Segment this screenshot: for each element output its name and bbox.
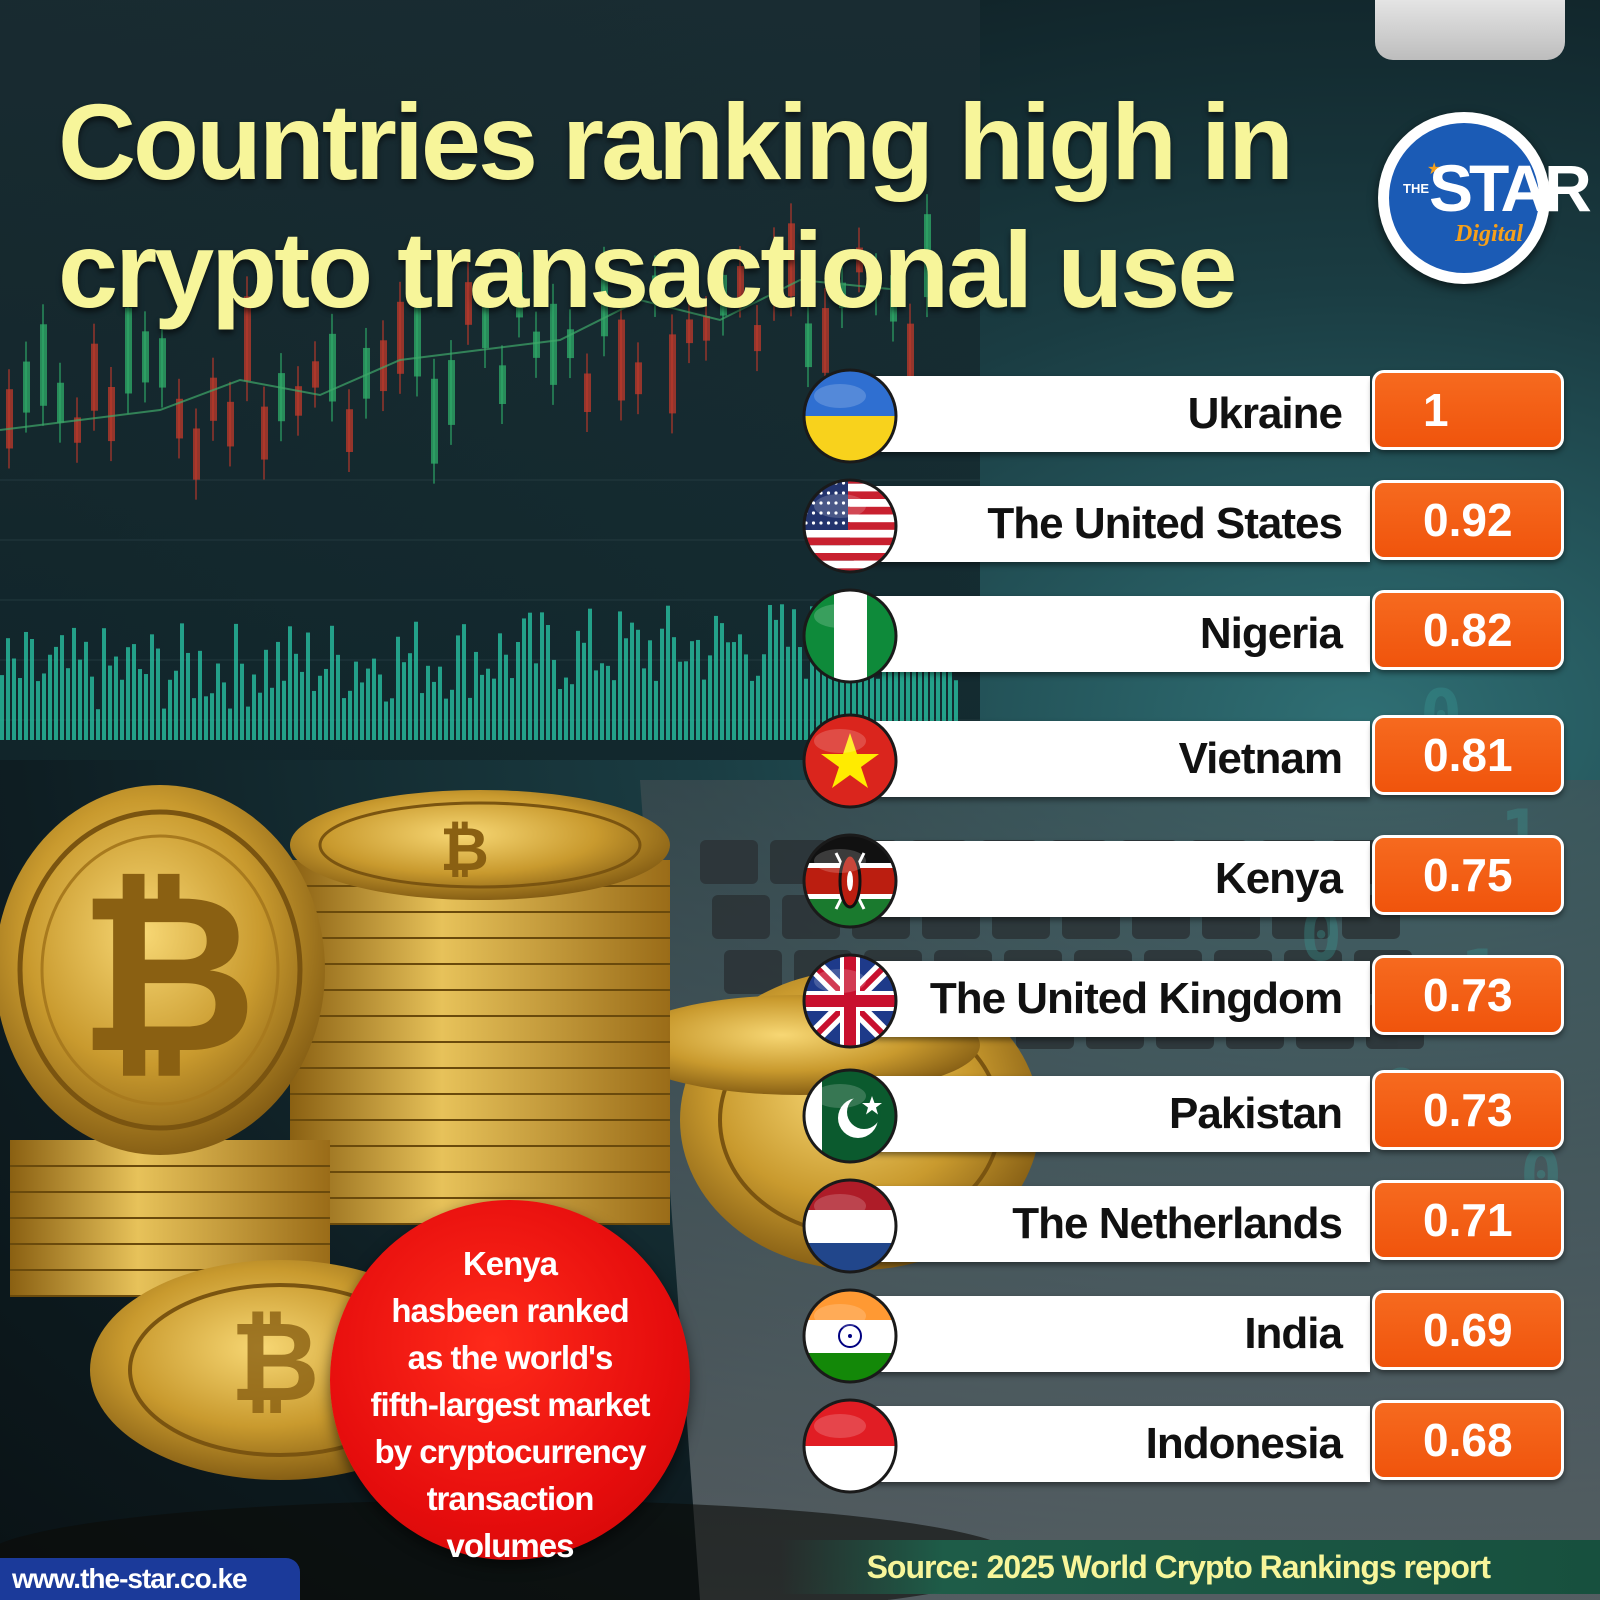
website-url: www.the-star.co.ke <box>12 1563 248 1594</box>
value-box: 0.81 <box>1372 715 1564 795</box>
row-background <box>850 1186 1370 1262</box>
row-background <box>850 486 1370 562</box>
uk-flag-icon <box>802 953 898 1049</box>
kenya-flag-icon <box>802 833 898 929</box>
note-line: volumes <box>446 1527 575 1564</box>
country-label: Pakistan <box>1169 1089 1343 1138</box>
value-box: 0.73 <box>1372 955 1564 1035</box>
india-flag-icon <box>802 1288 898 1384</box>
note-line: Kenya <box>462 1245 558 1282</box>
nigeria-flag-icon <box>802 588 898 684</box>
value-box: 0.82 <box>1372 590 1564 670</box>
netherlands-flag-icon <box>802 1178 898 1274</box>
logo-badge: THE ★ STAR Digital <box>1386 120 1592 276</box>
country-label: Kenya <box>1214 854 1343 903</box>
value-label: 0.81 <box>1423 729 1513 781</box>
table-row: Vietnam 0.81 <box>0 705 1600 815</box>
value-label: 0.69 <box>1423 1304 1513 1356</box>
note-line: by cryptocurrency <box>374 1433 647 1470</box>
value-label: 0.68 <box>1423 1414 1513 1466</box>
table-row: Nigeria 0.82 <box>0 580 1600 690</box>
note-line: as the world's <box>407 1339 614 1376</box>
usa-flag-icon <box>802 478 898 574</box>
value-box: 1 <box>1372 370 1564 450</box>
logo-name: STAR <box>1429 151 1592 225</box>
note-line: hasbeen ranked <box>391 1292 629 1329</box>
kenya-note-circle: Kenya hasbeen ranked as the world's fift… <box>330 1200 690 1564</box>
row-background <box>850 961 1370 1037</box>
value-label: 0.73 <box>1423 969 1513 1021</box>
table-row: Pakistan 0.73 <box>0 1060 1600 1170</box>
note-text: Kenya hasbeen ranked as the world's fift… <box>350 1240 670 1569</box>
url-bar: www.the-star.co.ke <box>0 1558 300 1600</box>
value-box: 0.68 <box>1372 1400 1564 1480</box>
row-background <box>850 841 1370 917</box>
value-label: 1 <box>1423 384 1449 436</box>
value-box: 0.69 <box>1372 1290 1564 1370</box>
note-line: transaction <box>426 1480 595 1517</box>
country-label: Ukraine <box>1187 389 1343 438</box>
value-label: 0.82 <box>1423 604 1513 656</box>
row-background <box>850 376 1370 452</box>
country-label: The Netherlands <box>1012 1199 1343 1248</box>
table-row: The United States 0.92 <box>0 470 1600 580</box>
source-bar: Source: 2025 World Crypto Rankings repor… <box>780 1540 1600 1594</box>
country-label: The United States <box>987 499 1343 548</box>
svg-text:₿: ₿ <box>78 851 257 1097</box>
value-label: 0.75 <box>1423 849 1513 901</box>
logo-tab <box>1375 0 1565 60</box>
table-row: Indonesia 0.68 <box>0 1390 1600 1500</box>
svg-text:₿: ₿ <box>440 816 489 883</box>
logo-suffix: Digital <box>1455 221 1524 247</box>
logo-star-icon: ★ <box>1427 161 1442 178</box>
table-row: The United Kingdom 0.73 <box>0 945 1600 1055</box>
source-text: Source: 2025 World Crypto Rankings repor… <box>866 1549 1491 1585</box>
indonesia-flag-icon <box>802 1398 898 1494</box>
table-row: The Netherlands 0.71 <box>0 1170 1600 1280</box>
note-line: fifth-largest market <box>370 1386 651 1423</box>
country-label: India <box>1244 1309 1343 1358</box>
value-box: 0.73 <box>1372 1070 1564 1150</box>
title-line-2: crypto transactional use <box>58 209 1237 330</box>
vietnam-flag-icon <box>802 713 898 809</box>
title-line-1: Countries ranking high in <box>58 81 1294 202</box>
value-label: 0.71 <box>1423 1194 1513 1246</box>
table-row: India 0.69 <box>0 1280 1600 1390</box>
country-label: Nigeria <box>1199 609 1343 658</box>
value-label: 0.73 <box>1423 1084 1513 1136</box>
svg-text:₿: ₿ <box>230 1301 320 1424</box>
row-background <box>850 1406 1370 1482</box>
table-row: Ukraine 1 <box>0 360 1600 470</box>
row-background <box>850 596 1370 672</box>
chart-title: Countries ranking high in crypto transac… <box>58 78 1358 334</box>
row-background <box>850 1076 1370 1152</box>
row-background <box>850 1296 1370 1372</box>
value-box: 0.92 <box>1372 480 1564 560</box>
value-label: 0.92 <box>1423 494 1513 546</box>
logo-prefix: THE <box>1403 181 1429 196</box>
country-label: Vietnam <box>1178 734 1343 783</box>
value-box: 0.75 <box>1372 835 1564 915</box>
star-digital-logo: THE ★ STAR Digital <box>1378 112 1592 284</box>
value-box: 0.71 <box>1372 1180 1564 1260</box>
country-label: Indonesia <box>1145 1419 1343 1468</box>
country-label: The United Kingdom <box>929 974 1343 1023</box>
row-background <box>850 721 1370 797</box>
pakistan-flag-icon <box>802 1068 898 1164</box>
ukraine-flag-icon <box>802 368 898 464</box>
table-row: Kenya 0.75 <box>0 825 1600 935</box>
